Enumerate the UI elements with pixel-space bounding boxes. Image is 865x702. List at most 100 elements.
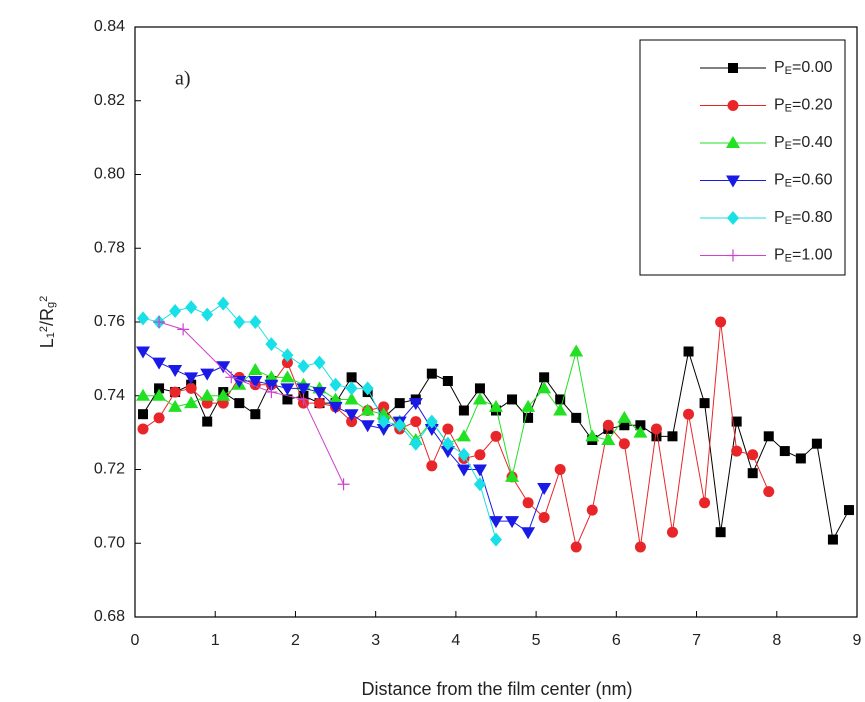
y-tick-label: 0.74 xyxy=(94,387,125,404)
x-tick-label: 2 xyxy=(291,632,300,649)
marker xyxy=(280,383,295,396)
marker xyxy=(426,460,438,472)
marker xyxy=(683,346,694,357)
marker xyxy=(184,396,199,409)
marker xyxy=(537,381,552,394)
marker xyxy=(633,425,648,438)
marker xyxy=(731,416,742,427)
marker xyxy=(136,346,151,359)
x-tick-label: 1 xyxy=(211,632,220,649)
marker xyxy=(472,392,487,405)
marker xyxy=(440,446,455,459)
legend-marker xyxy=(728,63,738,73)
marker xyxy=(185,382,197,394)
marker xyxy=(202,416,213,427)
marker xyxy=(763,486,775,498)
y-tick-label: 0.84 xyxy=(94,18,125,35)
marker xyxy=(281,357,293,369)
marker xyxy=(249,315,262,329)
marker xyxy=(555,394,566,405)
marker xyxy=(699,497,711,509)
marker xyxy=(200,368,215,381)
marker xyxy=(234,398,245,409)
legend-label: PE=0.20 xyxy=(774,97,833,115)
marker xyxy=(523,412,534,423)
marker xyxy=(169,386,181,398)
marker xyxy=(441,436,454,451)
marker xyxy=(410,416,422,428)
marker xyxy=(553,403,568,416)
marker xyxy=(328,392,343,405)
marker xyxy=(539,372,550,383)
x-tick-label: 6 xyxy=(612,632,621,649)
series-line xyxy=(142,302,497,540)
marker xyxy=(843,505,854,516)
marker xyxy=(426,368,437,379)
marker xyxy=(618,438,630,450)
marker xyxy=(505,516,520,529)
marker xyxy=(650,423,662,435)
marker xyxy=(731,445,743,457)
marker xyxy=(138,409,149,420)
marker xyxy=(634,541,646,553)
y-tick-label: 0.70 xyxy=(94,534,125,551)
marker xyxy=(715,527,726,538)
y-tick-label: 0.72 xyxy=(94,461,125,478)
marker xyxy=(602,419,614,431)
x-axis-label: Distance from the film center (nm) xyxy=(361,679,632,699)
marker xyxy=(225,371,238,384)
marker xyxy=(394,398,405,409)
series-line xyxy=(158,321,345,485)
marker xyxy=(393,418,406,433)
x-tick-label: 0 xyxy=(131,632,140,649)
marker xyxy=(137,423,149,435)
marker xyxy=(216,361,231,374)
marker xyxy=(779,446,790,457)
marker xyxy=(617,410,632,423)
marker xyxy=(153,412,165,424)
marker xyxy=(281,348,294,363)
legend-marker xyxy=(727,249,739,262)
marker xyxy=(569,344,584,357)
marker xyxy=(154,383,165,394)
marker xyxy=(538,511,550,523)
marker xyxy=(490,532,502,547)
legend-label: PE=0.60 xyxy=(774,172,833,190)
marker xyxy=(763,431,774,442)
marker xyxy=(827,534,838,545)
marker xyxy=(177,323,190,336)
legend-marker xyxy=(726,175,740,188)
marker xyxy=(250,409,261,420)
marker xyxy=(264,379,279,392)
y-axis-label: L12/Rg2 xyxy=(37,296,57,349)
marker xyxy=(280,370,295,383)
marker xyxy=(329,377,342,392)
marker xyxy=(217,296,230,311)
marker xyxy=(473,477,486,492)
marker xyxy=(570,541,582,553)
marker xyxy=(153,316,166,328)
marker xyxy=(314,397,326,409)
marker xyxy=(313,355,326,370)
marker xyxy=(521,399,536,412)
marker xyxy=(456,429,471,442)
x-tick-label: 8 xyxy=(772,632,781,649)
marker xyxy=(344,409,359,422)
series-line xyxy=(142,351,545,533)
marker xyxy=(337,478,350,491)
marker xyxy=(248,362,263,375)
marker xyxy=(747,449,759,461)
marker xyxy=(216,388,231,401)
marker xyxy=(601,433,616,445)
marker xyxy=(201,307,214,322)
y-tick-label: 0.76 xyxy=(94,313,125,330)
marker xyxy=(346,416,358,428)
marker xyxy=(264,370,279,383)
marker xyxy=(489,399,503,412)
marker xyxy=(586,504,598,516)
marker xyxy=(378,401,390,413)
series-line xyxy=(142,351,850,542)
legend-label: PE=1.00 xyxy=(774,247,833,265)
marker xyxy=(152,388,167,401)
marker xyxy=(522,497,534,509)
